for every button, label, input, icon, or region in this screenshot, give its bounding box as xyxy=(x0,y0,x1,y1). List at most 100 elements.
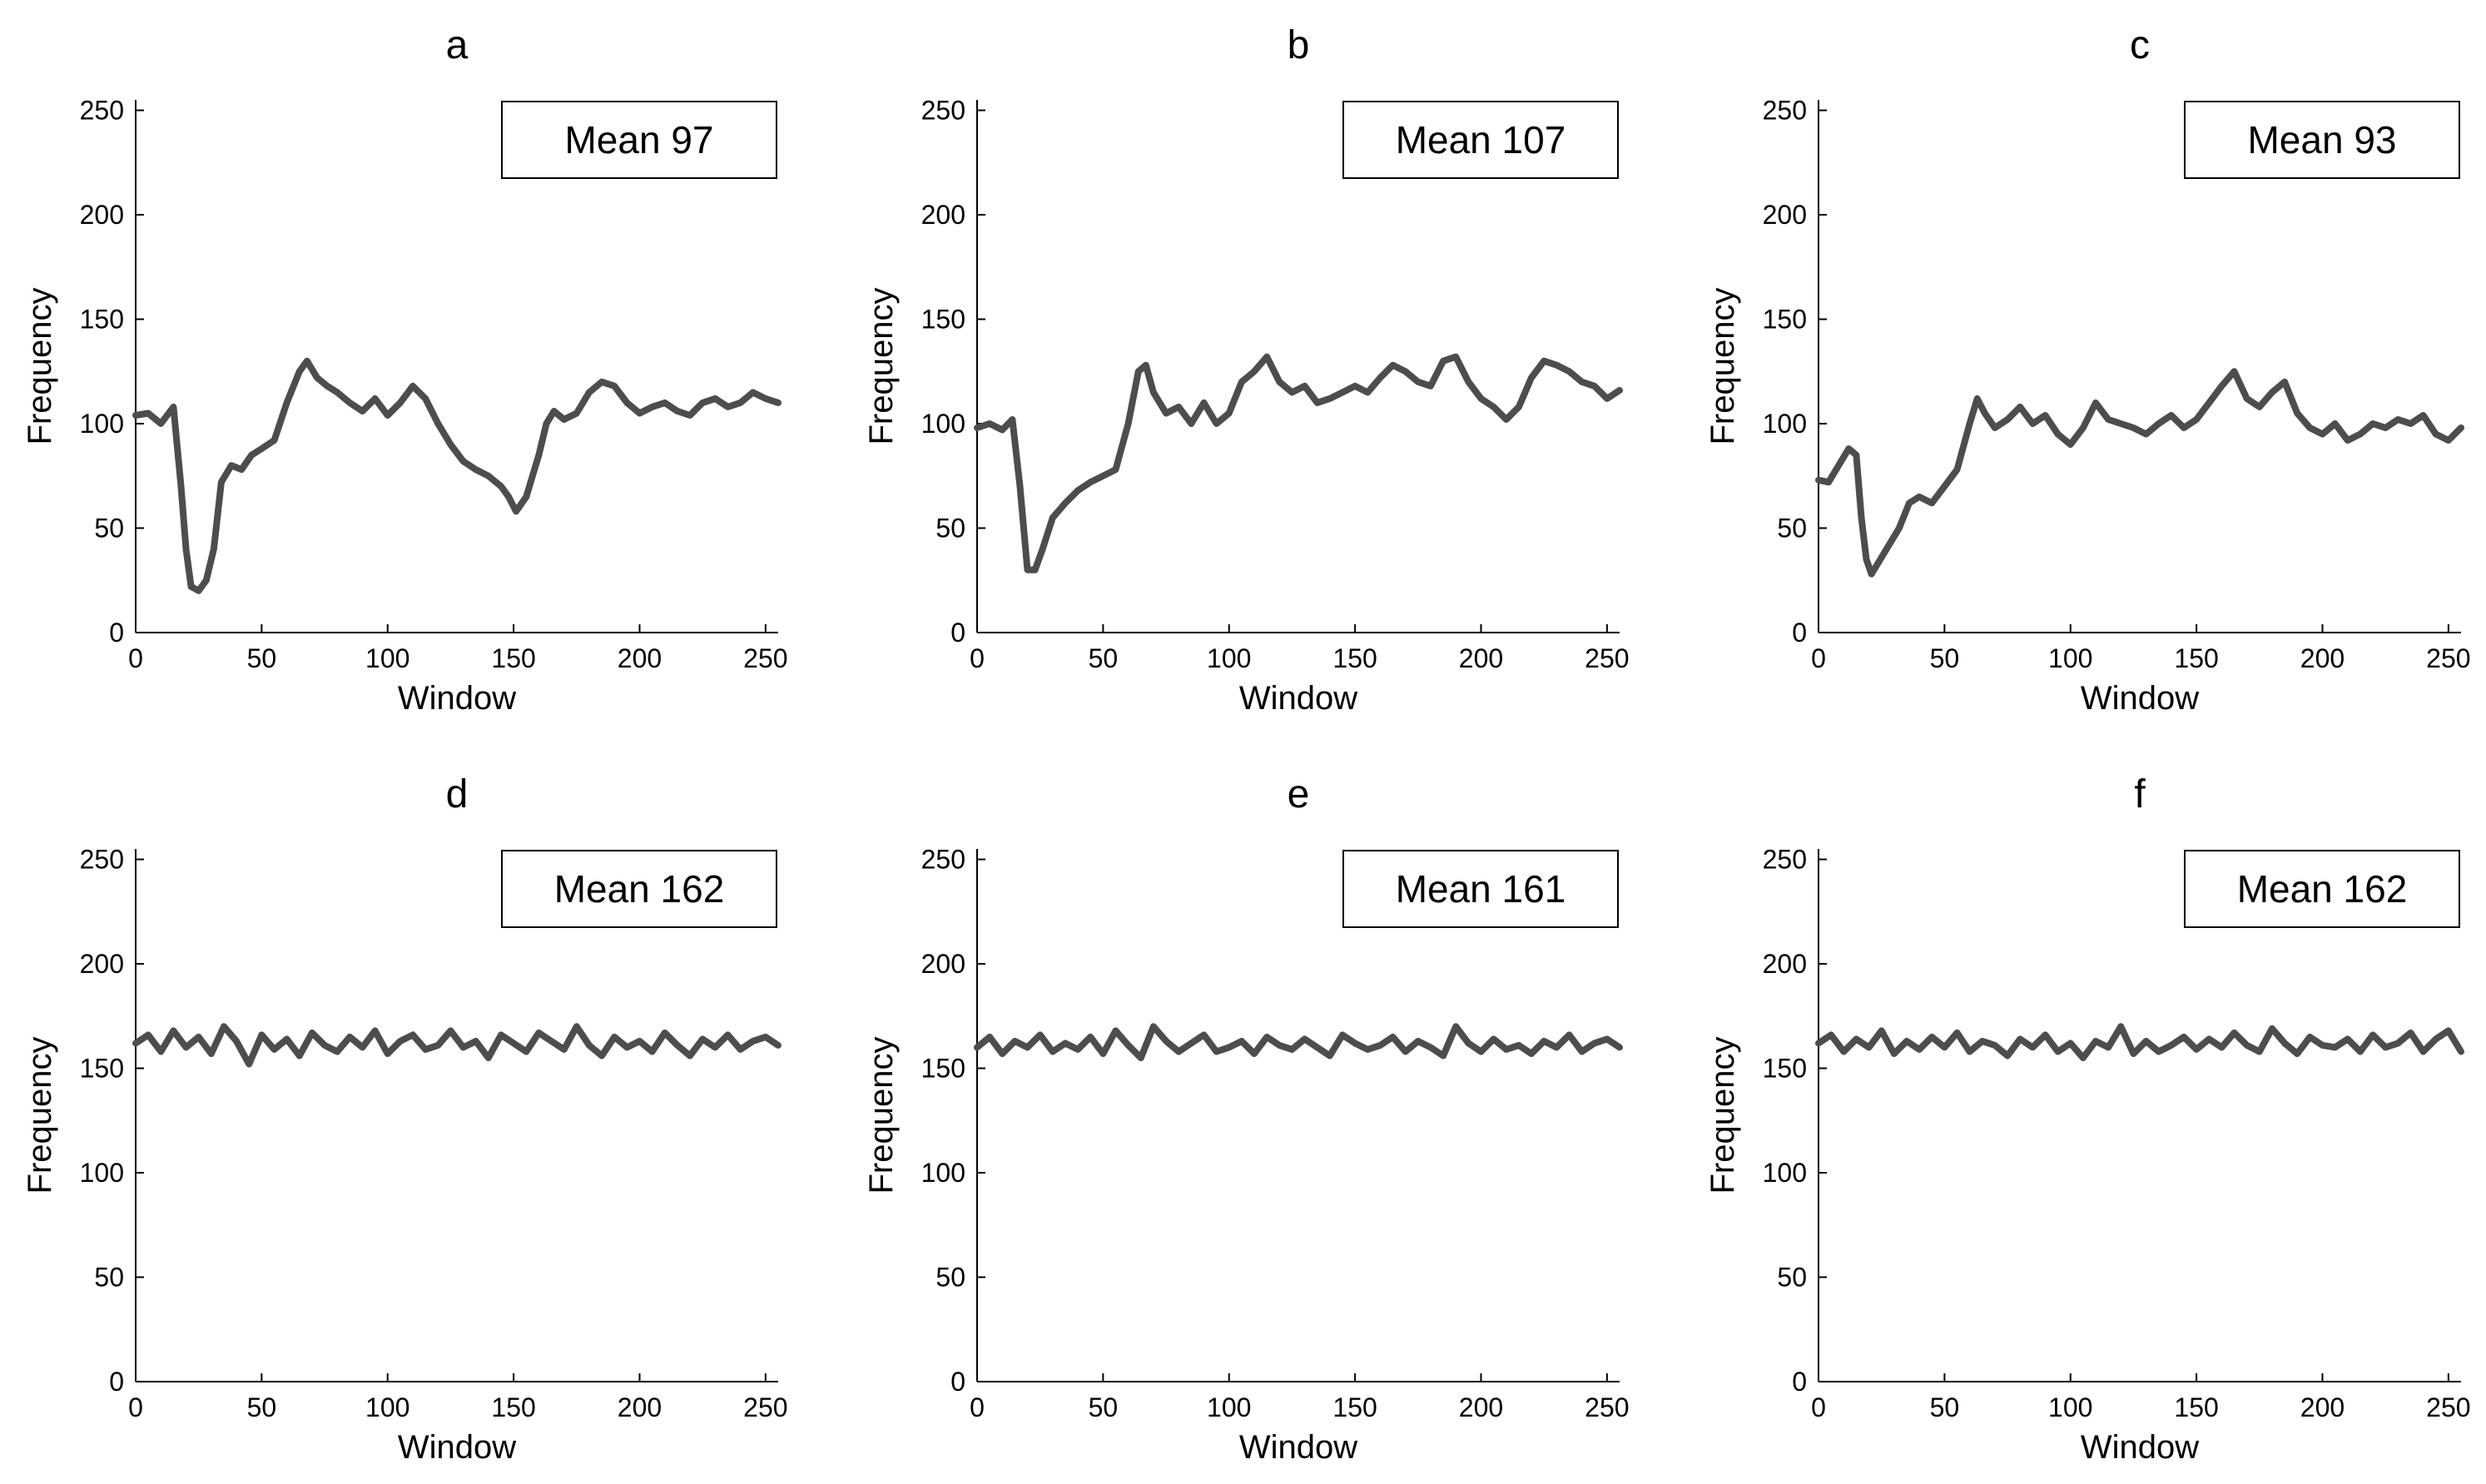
y-tick-label: 150 xyxy=(1763,1054,1807,1084)
x-axis-label: Window xyxy=(398,1429,516,1466)
panel-title: a xyxy=(446,23,469,67)
y-tick-label: 200 xyxy=(1763,200,1807,230)
x-tick-label: 250 xyxy=(1585,643,1629,673)
legend-box xyxy=(1342,850,1619,928)
x-axis-label: Window xyxy=(1239,680,1357,717)
legend-label: Mean 97 xyxy=(564,118,713,161)
y-tick-label: 0 xyxy=(109,1367,124,1397)
legend-box xyxy=(2184,850,2460,928)
x-axis-label: Window xyxy=(1239,1429,1357,1466)
y-tick-label: 100 xyxy=(1763,409,1807,439)
y-tick-label: 100 xyxy=(80,1158,124,1188)
y-tick-label: 200 xyxy=(921,949,965,979)
x-tick-label: 100 xyxy=(1207,643,1251,673)
series-line-frequency xyxy=(974,1023,1623,1061)
y-axis-label: Frequency xyxy=(22,1037,58,1194)
panel-title: e xyxy=(1288,772,1310,816)
y-tick-label: 150 xyxy=(921,1054,965,1084)
panel-title: f xyxy=(2134,772,2146,816)
x-tick-label: 50 xyxy=(1930,1392,1960,1422)
x-tick-label: 100 xyxy=(365,1392,409,1422)
panel-d: d 0 50 100 150 200 250 0 50 100 150 200 250 Window Fre… xyxy=(22,772,788,1466)
x-tick-label: 150 xyxy=(2174,1392,2218,1422)
y-tick-label: 0 xyxy=(950,618,965,648)
legend-label: Mean 93 xyxy=(2247,118,2396,161)
y-tick-label: 100 xyxy=(1763,1158,1807,1188)
y-axis-label: Frequency xyxy=(863,288,900,445)
y-tick-label: 150 xyxy=(1763,305,1807,335)
y-tick-label: 150 xyxy=(921,305,965,335)
x-tick-label: 0 xyxy=(128,643,143,673)
x-tick-label: 150 xyxy=(491,643,535,673)
y-tick-label: 100 xyxy=(921,409,965,439)
y-tick-label: 0 xyxy=(109,618,124,648)
x-tick-label: 250 xyxy=(2426,643,2470,673)
legend-label: Mean 107 xyxy=(1396,118,1566,161)
series-line-frequency xyxy=(1815,368,2464,578)
x-tick-label: 200 xyxy=(2300,1392,2345,1422)
y-axis-label: Frequency xyxy=(22,288,58,445)
y-tick-label: 250 xyxy=(921,96,965,126)
x-tick-label: 50 xyxy=(1089,643,1119,673)
legend-label: Mean 162 xyxy=(554,867,725,911)
x-tick-label: 150 xyxy=(1332,1392,1377,1422)
x-axis-label: Window xyxy=(2081,1429,2199,1466)
x-tick-label: 0 xyxy=(970,1392,985,1422)
panel-title: c xyxy=(2130,23,2150,67)
x-tick-label: 0 xyxy=(970,643,985,673)
panel-f: f 0 50 100 150 200 250 0 50 100 150 200 250 Window Fre… xyxy=(1704,772,2471,1466)
x-tick-label: 100 xyxy=(1207,1392,1251,1422)
y-tick-label: 200 xyxy=(80,200,124,230)
x-tick-label: 250 xyxy=(2426,1392,2470,1422)
y-tick-label: 250 xyxy=(1763,96,1807,126)
y-tick-label: 50 xyxy=(94,514,124,543)
x-tick-label: 100 xyxy=(365,643,409,673)
y-tick-label: 200 xyxy=(1763,949,1807,979)
series-line-frequency xyxy=(132,1023,782,1068)
legend-box xyxy=(1342,101,1619,179)
x-tick-label: 50 xyxy=(247,643,277,673)
series-line-frequency xyxy=(974,353,1623,573)
legend-box xyxy=(2184,101,2460,179)
y-tick-label: 250 xyxy=(1763,845,1807,875)
x-tick-label: 0 xyxy=(1811,1392,1826,1422)
y-tick-label: 50 xyxy=(935,1263,965,1293)
panel-b: b 0 50 100 150 200 250 0 50 100 150 200 250 Window Fre… xyxy=(863,23,1630,717)
y-tick-label: 0 xyxy=(950,1367,965,1397)
x-tick-label: 50 xyxy=(247,1392,277,1422)
x-tick-label: 150 xyxy=(1332,643,1377,673)
x-tick-label: 0 xyxy=(128,1392,143,1422)
y-tick-label: 200 xyxy=(921,200,965,230)
y-tick-label: 50 xyxy=(1777,1263,1807,1293)
y-tick-label: 50 xyxy=(94,1263,124,1293)
x-tick-label: 250 xyxy=(743,1392,787,1422)
y-tick-label: 50 xyxy=(1777,514,1807,543)
y-tick-label: 250 xyxy=(80,845,124,875)
y-tick-label: 0 xyxy=(1792,1367,1807,1397)
y-axis-label: Frequency xyxy=(1704,1037,1741,1194)
x-axis-label: Window xyxy=(398,680,516,717)
x-tick-label: 200 xyxy=(1459,1392,1503,1422)
y-tick-label: 250 xyxy=(80,96,124,126)
legend-label: Mean 161 xyxy=(1396,867,1566,911)
legend-box xyxy=(501,101,777,179)
x-tick-label: 250 xyxy=(1585,1392,1629,1422)
x-tick-label: 50 xyxy=(1089,1392,1119,1422)
x-tick-label: 200 xyxy=(618,643,662,673)
x-tick-label: 200 xyxy=(1459,643,1503,673)
series-line-frequency xyxy=(132,357,782,594)
x-axis-label: Window xyxy=(2081,680,2199,717)
y-tick-label: 250 xyxy=(921,845,965,875)
y-axis-label: Frequency xyxy=(1704,288,1741,445)
x-tick-label: 150 xyxy=(491,1392,535,1422)
x-tick-label: 100 xyxy=(2048,1392,2092,1422)
legend-box xyxy=(501,850,777,928)
x-tick-label: 0 xyxy=(1811,643,1826,673)
x-tick-label: 50 xyxy=(1930,643,1960,673)
panel-e: e 0 50 100 150 200 250 0 50 100 150 200 250 Window Fre… xyxy=(863,772,1630,1466)
x-tick-label: 250 xyxy=(743,643,787,673)
y-tick-label: 0 xyxy=(1792,618,1807,648)
y-tick-label: 50 xyxy=(935,514,965,543)
y-tick-label: 150 xyxy=(80,1054,124,1084)
